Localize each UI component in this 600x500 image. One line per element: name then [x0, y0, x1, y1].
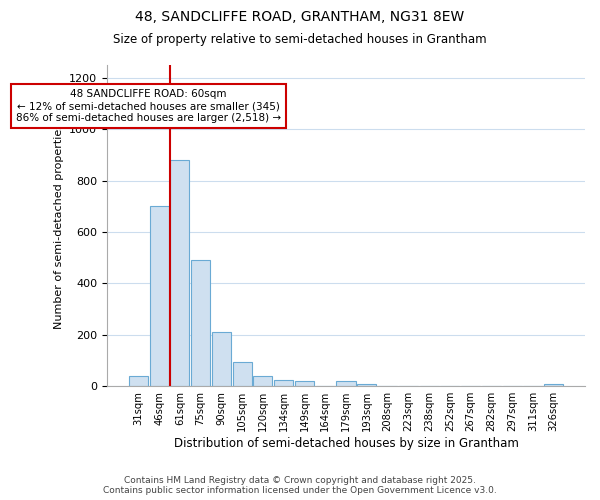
Text: 48, SANDCLIFFE ROAD, GRANTHAM, NG31 8EW: 48, SANDCLIFFE ROAD, GRANTHAM, NG31 8EW [136, 10, 464, 24]
Bar [149, 206, 169, 386]
Y-axis label: Number of semi-detached properties: Number of semi-detached properties [53, 122, 64, 328]
Bar [170, 160, 190, 386]
Bar [253, 376, 272, 386]
Bar [274, 380, 293, 386]
X-axis label: Distribution of semi-detached houses by size in Grantham: Distribution of semi-detached houses by … [173, 437, 518, 450]
Bar [233, 362, 252, 386]
Bar [191, 260, 210, 386]
Text: Contains HM Land Registry data © Crown copyright and database right 2025.
Contai: Contains HM Land Registry data © Crown c… [103, 476, 497, 495]
Bar [295, 381, 314, 386]
Text: Size of property relative to semi-detached houses in Grantham: Size of property relative to semi-detach… [113, 32, 487, 46]
Bar [212, 332, 231, 386]
Bar [544, 384, 563, 386]
Bar [357, 384, 376, 386]
Bar [337, 381, 356, 386]
Bar [129, 376, 148, 386]
Text: 48 SANDCLIFFE ROAD: 60sqm
← 12% of semi-detached houses are smaller (345)
86% of: 48 SANDCLIFFE ROAD: 60sqm ← 12% of semi-… [16, 90, 281, 122]
